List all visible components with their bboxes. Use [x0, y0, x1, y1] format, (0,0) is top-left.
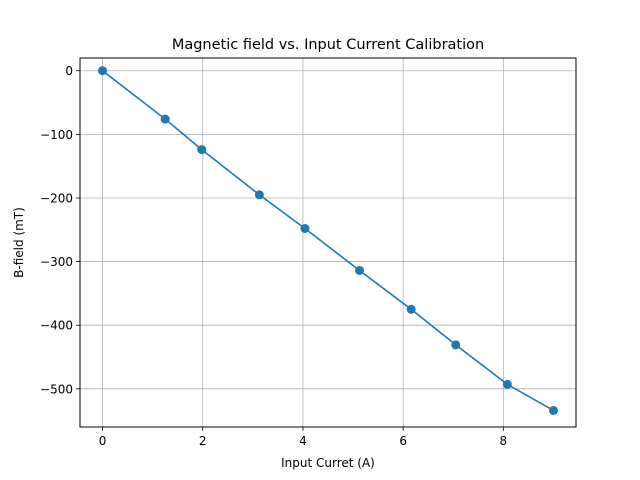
y-tick-label: −100: [40, 128, 73, 142]
y-tick-label: −300: [40, 255, 73, 269]
data-series: [98, 66, 558, 415]
x-tick-label: 2: [199, 434, 207, 448]
data-point: [406, 304, 416, 314]
y-axis-label: B-field (mT): [12, 207, 26, 278]
y-tick-label: −500: [40, 382, 73, 396]
data-point: [197, 145, 207, 155]
x-tick-label: 8: [500, 434, 508, 448]
data-point: [300, 224, 310, 234]
data-point: [451, 340, 461, 350]
x-tick-label: 4: [299, 434, 307, 448]
x-axis-label: Input Curret (A): [281, 456, 375, 470]
data-point: [98, 66, 108, 76]
axes-frame: [79, 57, 577, 428]
y-tick-label: −200: [40, 191, 73, 205]
x-tick-label: 0: [99, 434, 107, 448]
chart-title: Magnetic field vs. Input Current Calibra…: [172, 37, 484, 53]
data-point: [160, 114, 170, 124]
grid-lines: [80, 58, 576, 427]
data-point: [502, 379, 512, 389]
axis-ticks: 0 2 4 6 8 0 −100 −200 −300 −400 −500: [40, 64, 507, 448]
x-tick-label: 6: [399, 434, 407, 448]
data-point: [548, 405, 558, 415]
data-point: [254, 190, 264, 200]
y-tick-label: 0: [65, 64, 73, 78]
y-tick-label: −400: [40, 319, 73, 333]
data-point: [355, 265, 365, 275]
series-line: [102, 70, 554, 412]
